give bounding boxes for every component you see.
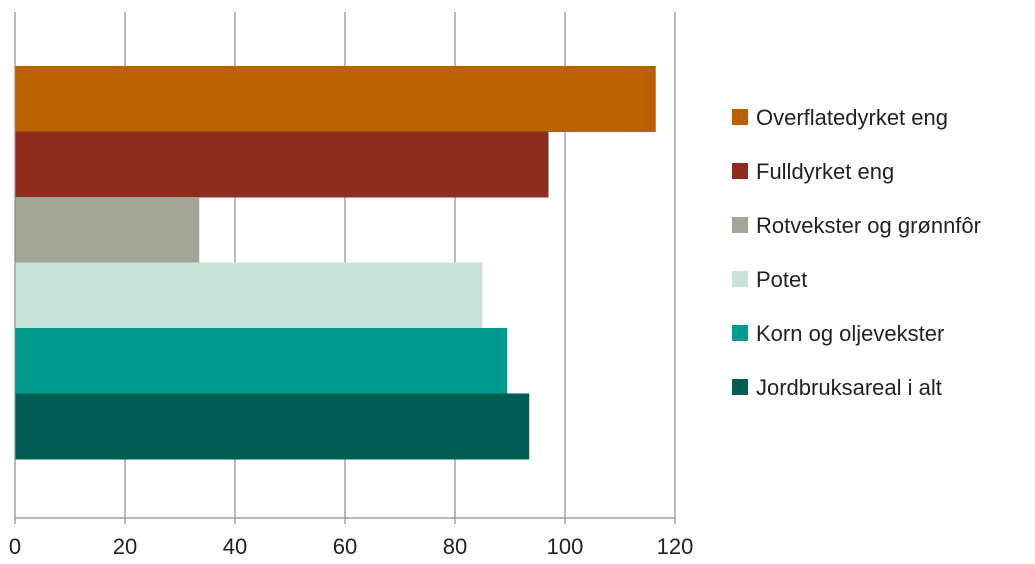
- legend-item-5: Jordbruksareal i alt: [732, 375, 942, 400]
- legend-label-1: Fulldyrket eng: [756, 159, 894, 184]
- legend-swatch-3: [732, 271, 748, 287]
- x-tick-label-40: 40: [223, 534, 247, 559]
- bar-3: [15, 262, 483, 329]
- legend-swatch-5: [732, 379, 748, 395]
- x-tick-label-0: 0: [9, 534, 21, 559]
- bar-1: [15, 131, 549, 198]
- legend-item-1: Fulldyrket eng: [732, 159, 894, 184]
- x-tick-label-120: 120: [657, 534, 694, 559]
- bar-0: [15, 66, 656, 132]
- legend-swatch-4: [732, 325, 748, 341]
- legend: Overflatedyrket eng Fulldyrket eng Rotveks…: [732, 105, 981, 400]
- x-tick-label-100: 100: [547, 534, 584, 559]
- legend-label-2: Rotvekster og grønnfôr: [756, 213, 981, 238]
- legend-swatch-1: [732, 163, 748, 179]
- legend-label-5: Jordbruksareal i alt: [756, 375, 942, 400]
- x-tick-labels: 0 20 40 60 80 100 120: [9, 534, 693, 559]
- bar-2: [15, 197, 200, 263]
- legend-item-2: Rotvekster og grønnfôr: [732, 213, 981, 238]
- x-axis: [14, 12, 676, 524]
- x-tick-label-60: 60: [333, 534, 357, 559]
- legend-item-3: Potet: [732, 267, 807, 292]
- bar-4: [15, 328, 508, 394]
- legend-label-3: Potet: [756, 267, 807, 292]
- x-tick-label-80: 80: [443, 534, 467, 559]
- bar-5: [15, 393, 530, 460]
- legend-label-0: Overflatedyrket eng: [756, 105, 948, 130]
- legend-item-0: Overflatedyrket eng: [732, 105, 948, 130]
- legend-label-4: Korn og oljevekster: [756, 321, 944, 346]
- legend-swatch-0: [732, 109, 748, 125]
- bars: [15, 66, 656, 460]
- legend-swatch-2: [732, 217, 748, 233]
- legend-item-4: Korn og oljevekster: [732, 321, 944, 346]
- x-tick-label-20: 20: [113, 534, 137, 559]
